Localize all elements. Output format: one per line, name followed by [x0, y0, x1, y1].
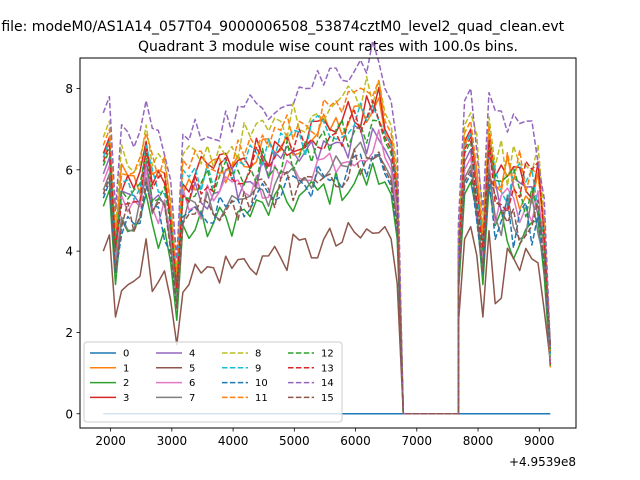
x-tick-label: 9000 [524, 434, 555, 448]
series-line-12 [102, 119, 552, 415]
series-line-13 [102, 99, 552, 415]
y-tick-label: 0 [65, 407, 73, 421]
legend-label-7: 7 [189, 393, 195, 404]
series-layer [102, 40, 552, 415]
legend-label-2: 2 [123, 378, 129, 389]
legend-label-11: 11 [255, 393, 268, 404]
legend-label-0: 0 [123, 349, 129, 360]
legend-label-8: 8 [255, 349, 261, 360]
legend-frame [83, 341, 343, 423]
x-tick-label: 8000 [463, 434, 494, 448]
series-line-5 [102, 221, 552, 415]
figure-suptitle: n file: modeM0/AS1A14_057T04_9000006508_… [0, 19, 565, 35]
chart-title: Quadrant 3 module wise count rates with … [138, 39, 518, 55]
legend-label-10: 10 [255, 378, 268, 389]
legend-label-6: 6 [189, 378, 195, 389]
y-tick-label: 4 [65, 245, 73, 259]
x-tick-label: 6000 [340, 434, 371, 448]
series-line-2 [102, 162, 552, 415]
legend-label-14: 14 [321, 378, 334, 389]
x-tick-label: 3000 [157, 434, 188, 448]
legend-label-5: 5 [189, 363, 195, 374]
series-line-14 [102, 40, 552, 415]
legend-label-13: 13 [321, 363, 334, 374]
x-axis: 2000 3000 4000 5000 6000 7000 8000 9000 [95, 428, 555, 448]
x-tick-label: 4000 [218, 434, 249, 448]
x-tick-label: 5000 [279, 434, 310, 448]
x-tick-label: 7000 [402, 434, 433, 448]
legend-label-3: 3 [123, 393, 129, 404]
y-axis: 0 2 4 6 8 [65, 82, 80, 421]
legend-label-4: 4 [189, 349, 195, 360]
series-line-11 [102, 79, 552, 415]
plot-area [79, 40, 577, 429]
x-axis-offset-label: +4.9539e8 [509, 455, 576, 469]
axes-frame [79, 57, 577, 429]
series-line-9 [102, 102, 552, 415]
legend-label-1: 1 [123, 363, 129, 374]
y-tick-label: 2 [65, 326, 73, 340]
legend-label-15: 15 [321, 393, 334, 404]
y-tick-label: 8 [65, 82, 73, 96]
x-tick-label: 2000 [95, 434, 126, 448]
series-line-15 [102, 148, 552, 415]
legend-label-12: 12 [321, 349, 334, 360]
legend-label-9: 9 [255, 363, 261, 374]
y-tick-label: 6 [65, 163, 73, 177]
